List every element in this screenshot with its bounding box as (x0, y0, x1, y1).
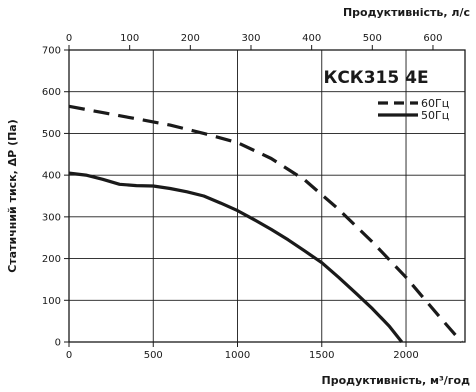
y-axis-title: Статичний тиск, ΔP (Па) (6, 119, 19, 273)
series-line-60Гц (68, 104, 463, 344)
x2-tick-label-400: 400 (302, 33, 321, 44)
y-tick-label-600: 600 (42, 87, 61, 98)
y-tick-label-200: 200 (42, 254, 61, 265)
grid-lines (69, 50, 465, 342)
x2-tick-label-600: 600 (423, 33, 442, 44)
y-tick-label-100: 100 (42, 296, 61, 307)
legend: 60Гц 50Гц (378, 97, 449, 122)
bottom-axis-title: Продуктивність, м³/год (322, 374, 471, 387)
x2-tick-label-300: 300 (241, 33, 260, 44)
x2-tick-label-500: 500 (363, 33, 382, 44)
top-axis-title: Продуктивність, л/с (343, 6, 470, 19)
legend-label-50hz: 50Гц (421, 109, 449, 122)
x2-tick-label-100: 100 (120, 33, 139, 44)
x-tick-label-1000: 1000 (225, 350, 250, 361)
plot-area-frame (68, 49, 466, 343)
y-tick-label-0: 0 (55, 338, 61, 349)
x-tick-label-2000: 2000 (393, 350, 418, 361)
chart-title: КСК315 4Е (323, 68, 428, 88)
x-tick-label-1500: 1500 (309, 350, 334, 361)
y-tick-label-700: 700 (42, 46, 61, 57)
x2-tick-label-200: 200 (181, 33, 200, 44)
legend-label-60hz: 60Гц (421, 97, 449, 110)
series-line-50Гц (68, 171, 404, 343)
tick-labels: 0 100 200 300 400 500 600 700 0 500 1000 1500 2000 0 1… (42, 33, 443, 361)
y-tick-label-400: 400 (42, 171, 61, 182)
x2-tick-label-0: 0 (66, 33, 72, 44)
x-tick-label-0: 0 (66, 350, 72, 361)
y-tick-label-300: 300 (42, 212, 61, 223)
y-tick-label-500: 500 (42, 129, 61, 140)
curves-layer (68, 104, 463, 344)
x-tick-label-500: 500 (144, 350, 163, 361)
